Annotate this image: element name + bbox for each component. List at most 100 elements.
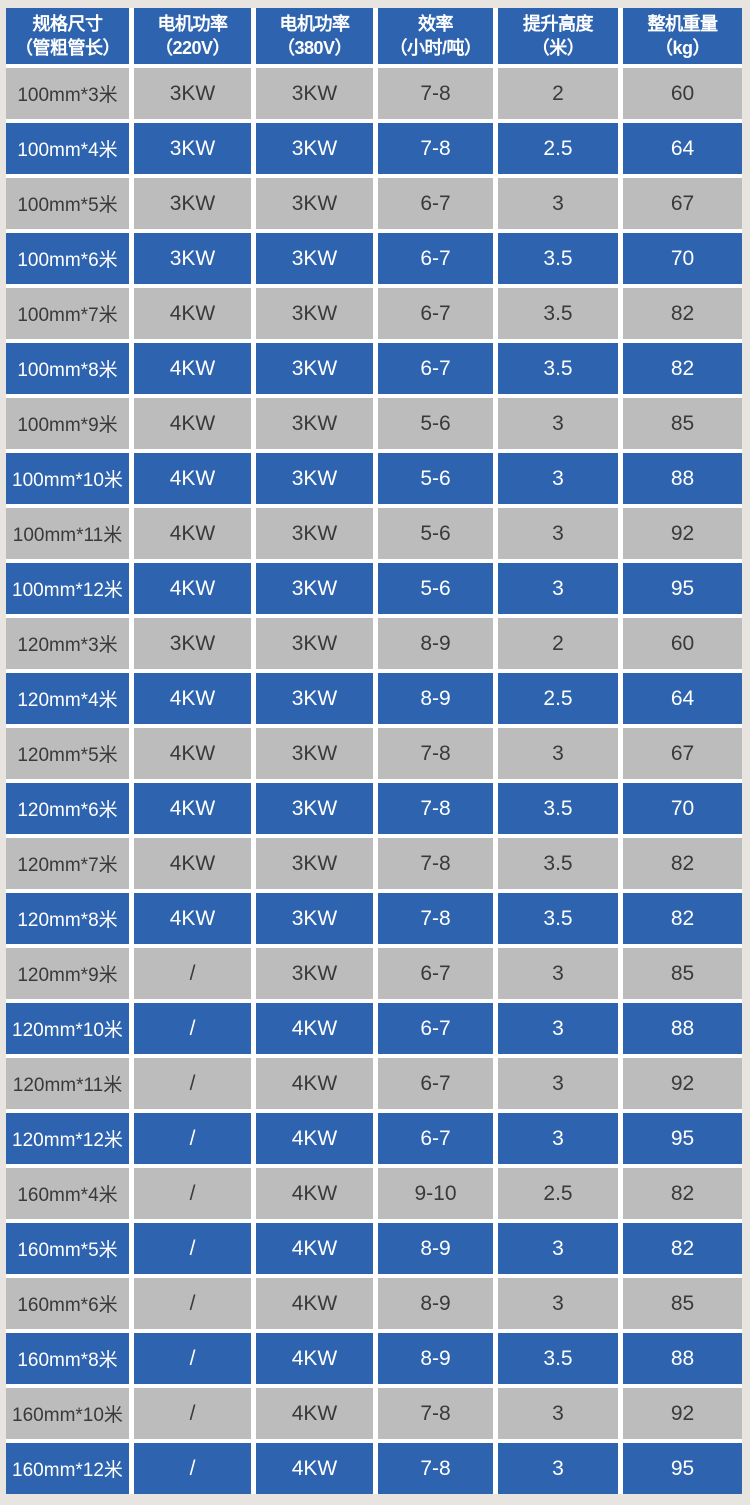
value-cell: 3KW [256,398,373,449]
value-cell: 82 [623,288,742,339]
value-cell: 88 [623,1333,742,1384]
value-cell: 8-9 [378,1223,493,1274]
value-cell: 82 [623,893,742,944]
value-cell: 3.5 [498,838,618,889]
value-cell: 4KW [256,1003,373,1054]
value-cell: 3.5 [498,1333,618,1384]
value-cell: 3 [498,1388,618,1439]
header-title: 提升高度 [523,13,594,34]
spec-size-cell: 120mm*5米 [6,728,129,779]
spec-size-cell: 120mm*8米 [6,893,129,944]
spec-size-cell: 120mm*10米 [6,1003,129,1054]
spec-size-cell: 100mm*6米 [6,233,129,284]
value-cell: 3 [498,1223,618,1274]
spec-size-cell: 100mm*8米 [6,343,129,394]
value-cell: / [134,1278,251,1329]
spec-size-cell: 100mm*5米 [6,178,129,229]
value-cell: 3 [498,1003,618,1054]
value-cell: 4KW [134,728,251,779]
value-cell: 7-8 [378,728,493,779]
value-cell: 3KW [134,123,251,174]
spec-size-cell: 160mm*6米 [6,1278,129,1329]
value-cell: 3 [498,1058,618,1109]
spec-size-cell: 120mm*11米 [6,1058,129,1109]
value-cell: 6-7 [378,288,493,339]
value-cell: 60 [623,68,742,119]
value-cell: 3KW [256,893,373,944]
value-cell: 70 [623,233,742,284]
value-cell: / [134,1333,251,1384]
value-cell: 3 [498,563,618,614]
value-cell: 4KW [134,398,251,449]
value-cell: 4KW [256,1443,373,1494]
value-cell: 82 [623,1168,742,1219]
value-cell: 3KW [256,343,373,394]
value-cell: 3.5 [498,893,618,944]
value-cell: 3KW [256,123,373,174]
value-cell: 3 [498,1443,618,1494]
header-cell: 电机功率 （380V） [256,8,373,64]
spec-size-cell: 100mm*4米 [6,123,129,174]
value-cell: 3KW [134,618,251,669]
value-cell: 9-10 [378,1168,493,1219]
value-cell: 7-8 [378,1388,493,1439]
value-cell: 6-7 [378,1003,493,1054]
value-cell: 3 [498,1278,618,1329]
spec-size-cell: 100mm*10米 [6,453,129,504]
spec-size-cell: 120mm*9米 [6,948,129,999]
value-cell: 2.5 [498,123,618,174]
value-cell: 4KW [134,673,251,724]
value-cell: / [134,1058,251,1109]
value-cell: 4KW [256,1278,373,1329]
value-cell: 7-8 [378,838,493,889]
value-cell: 8-9 [378,1278,493,1329]
header-title: 效率 [418,13,454,34]
header-cell: 整机重量 （kg） [623,8,742,64]
spec-size-cell: 100mm*3米 [6,68,129,119]
value-cell: 64 [623,123,742,174]
value-cell: 4KW [256,1168,373,1219]
value-cell: 2.5 [498,673,618,724]
value-cell: 82 [623,838,742,889]
spec-size-cell: 120mm*4米 [6,673,129,724]
header-title: 电机功率 [157,13,229,34]
value-cell: 95 [623,563,742,614]
value-cell: 88 [623,453,742,504]
header-subtitle: （管粗管长） [15,38,121,58]
value-cell: 3KW [256,838,373,889]
spec-size-cell: 100mm*11米 [6,508,129,559]
header-cell: 规格尺寸 （管粗管长） [6,8,129,64]
value-cell: / [134,1223,251,1274]
value-cell: 4KW [256,1388,373,1439]
value-cell: / [134,1443,251,1494]
value-cell: 6-7 [378,178,493,229]
value-cell: 3KW [256,288,373,339]
header-subtitle: （380V） [276,38,353,58]
value-cell: 4KW [134,783,251,834]
spec-size-cell: 160mm*10米 [6,1388,129,1439]
spec-size-cell: 160mm*4米 [6,1168,129,1219]
value-cell: 95 [623,1113,742,1164]
value-cell: / [134,1113,251,1164]
value-cell: 4KW [134,288,251,339]
value-cell: 4KW [256,1058,373,1109]
spec-size-cell: 100mm*9米 [6,398,129,449]
spec-size-cell: 160mm*8米 [6,1333,129,1384]
value-cell: 3KW [256,178,373,229]
value-cell: 5-6 [378,508,493,559]
value-cell: 7-8 [378,783,493,834]
value-cell: 3 [498,453,618,504]
value-cell: 3KW [134,233,251,284]
value-cell: 3KW [256,233,373,284]
value-cell: 7-8 [378,1443,493,1494]
value-cell: 3 [498,728,618,779]
value-cell: 3 [498,508,618,559]
spec-size-cell: 100mm*12米 [6,563,129,614]
value-cell: 3KW [256,618,373,669]
value-cell: 92 [623,508,742,559]
value-cell: 92 [623,1388,742,1439]
spec-size-cell: 100mm*7米 [6,288,129,339]
value-cell: 2 [498,68,618,119]
value-cell: 67 [623,178,742,229]
value-cell: 4KW [256,1333,373,1384]
